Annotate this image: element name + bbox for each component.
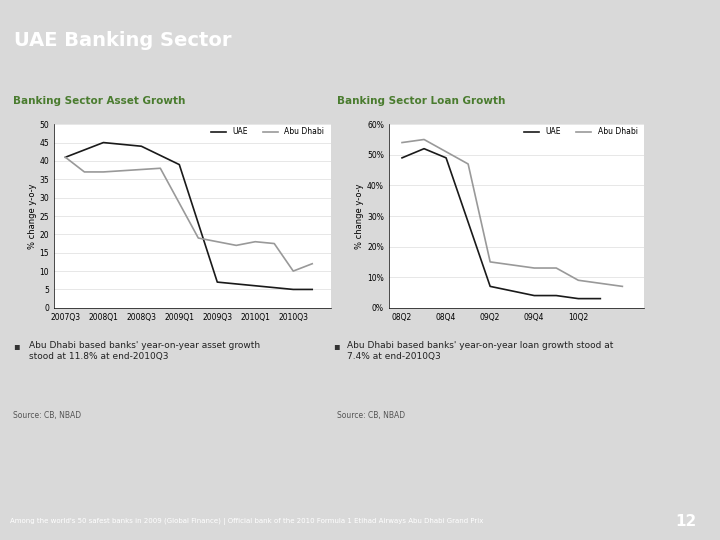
UAE	[270, 285, 279, 291]
UAE	[397, 154, 406, 161]
Y-axis label: % change y-o-y: % change y-o-y	[355, 183, 364, 249]
UAE	[175, 161, 184, 168]
Abu Dhabi	[251, 239, 260, 245]
Abu Dhabi	[194, 235, 202, 241]
Abu Dhabi	[156, 165, 165, 172]
UAE	[552, 292, 561, 299]
UAE	[596, 295, 605, 302]
Text: ▪: ▪	[333, 341, 339, 352]
UAE	[137, 143, 145, 150]
Legend: UAE, Abu Dhabi: UAE, Abu Dhabi	[207, 124, 328, 139]
Text: 12: 12	[675, 514, 697, 529]
Text: Among the world's 50 safest banks in 2009 (Global Finance) | Official bank of th: Among the world's 50 safest banks in 200…	[10, 518, 483, 525]
Abu Dhabi	[420, 136, 428, 143]
Text: Abu Dhabi based banks' year-on-year asset growth
stood at 11.8% at end-2010Q3: Abu Dhabi based banks' year-on-year asse…	[29, 341, 260, 361]
Abu Dhabi	[530, 265, 539, 271]
Y-axis label: % change y-o-y: % change y-o-y	[27, 183, 37, 249]
Line: UAE: UAE	[402, 148, 600, 299]
UAE	[232, 281, 240, 287]
Text: Source: CB, NBAD: Source: CB, NBAD	[337, 411, 405, 421]
UAE	[308, 286, 317, 293]
Abu Dhabi	[213, 239, 222, 245]
Abu Dhabi	[574, 277, 582, 284]
Abu Dhabi	[80, 168, 89, 175]
UAE	[213, 279, 222, 285]
Text: Abu Dhabi based banks' year-on-year loan growth stood at
7.4% at end-2010Q3: Abu Dhabi based banks' year-on-year loan…	[347, 341, 613, 361]
Text: ▪: ▪	[13, 341, 19, 352]
Text: Banking Sector Asset Growth: Banking Sector Asset Growth	[13, 96, 185, 106]
Text: Source: CB, NBAD: Source: CB, NBAD	[13, 411, 81, 421]
Line: Abu Dhabi: Abu Dhabi	[66, 157, 312, 271]
UAE	[420, 145, 428, 152]
Abu Dhabi	[232, 242, 240, 248]
Abu Dhabi	[596, 280, 605, 287]
Text: UAE Banking Sector: UAE Banking Sector	[14, 31, 232, 50]
UAE	[61, 154, 70, 160]
Abu Dhabi	[270, 240, 279, 247]
Abu Dhabi	[486, 259, 495, 265]
Text: Banking Sector Loan Growth: Banking Sector Loan Growth	[337, 96, 505, 106]
Line: Abu Dhabi: Abu Dhabi	[402, 139, 622, 286]
Line: UAE: UAE	[66, 143, 312, 289]
Abu Dhabi	[308, 260, 317, 267]
UAE	[574, 295, 582, 302]
Legend: UAE, Abu Dhabi: UAE, Abu Dhabi	[521, 124, 641, 139]
UAE	[486, 283, 495, 289]
UAE	[289, 286, 297, 293]
Abu Dhabi	[61, 154, 70, 160]
Abu Dhabi	[397, 139, 406, 146]
Abu Dhabi	[289, 268, 297, 274]
UAE	[99, 139, 108, 146]
Abu Dhabi	[552, 265, 561, 271]
Abu Dhabi	[464, 161, 472, 167]
UAE	[530, 292, 539, 299]
UAE	[251, 282, 260, 289]
UAE	[442, 154, 451, 161]
Abu Dhabi	[618, 283, 626, 289]
Abu Dhabi	[99, 168, 108, 175]
